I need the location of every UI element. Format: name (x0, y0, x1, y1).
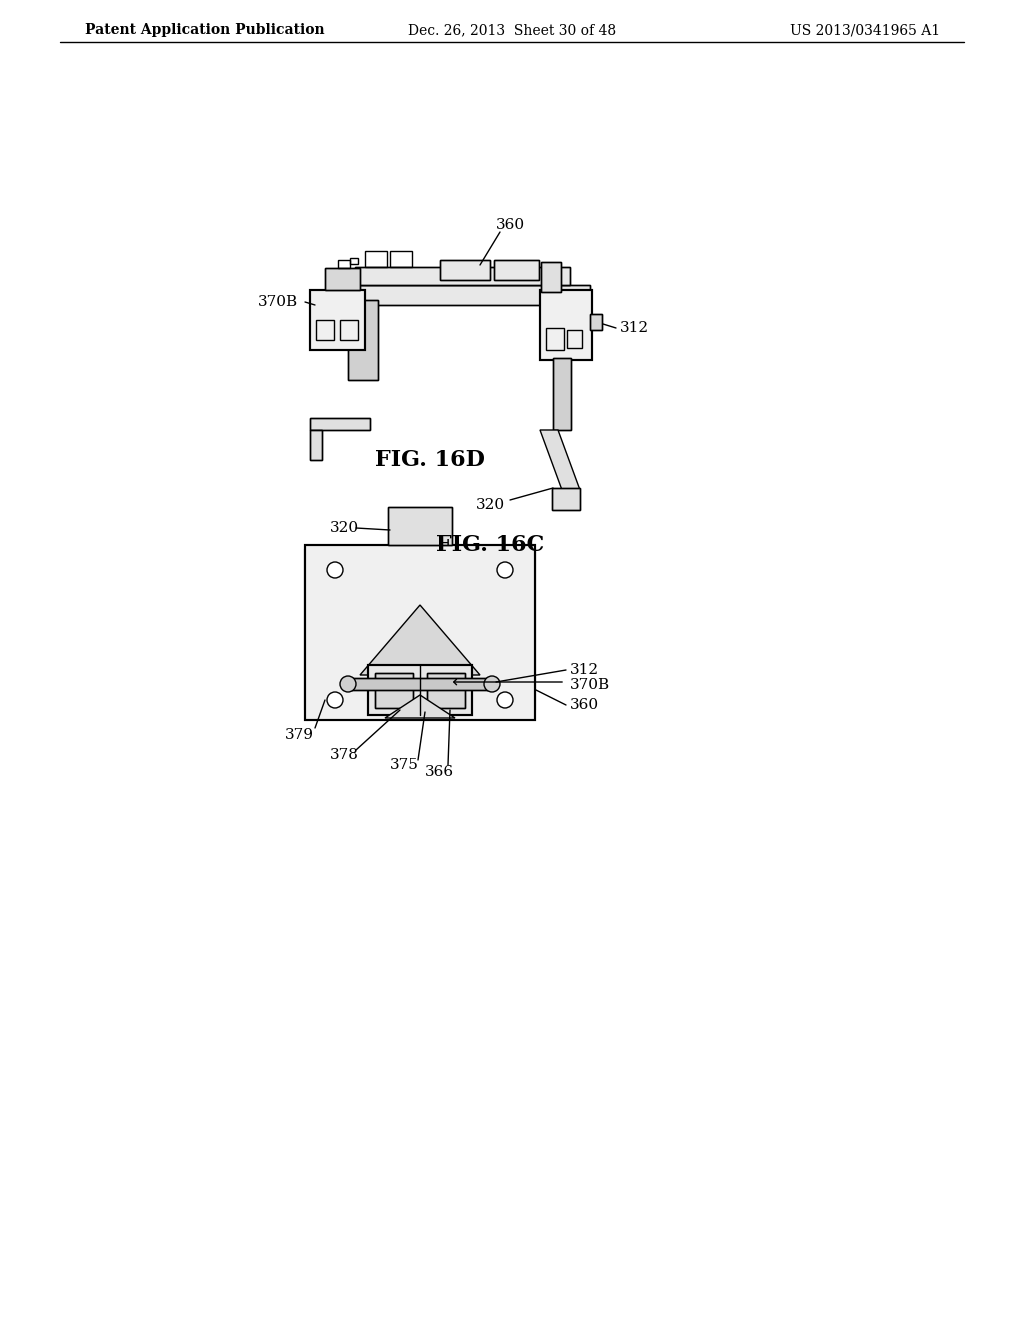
Text: 379: 379 (285, 729, 314, 742)
Text: 360: 360 (570, 698, 599, 711)
Bar (541, 261, 561, 292)
Bar (388, 507, 452, 545)
Bar (348, 300, 378, 380)
Bar (316, 319, 334, 341)
Text: FIG. 16D: FIG. 16D (375, 449, 485, 471)
Bar (310, 430, 322, 459)
Circle shape (327, 562, 343, 578)
Bar (427, 673, 465, 708)
Bar (390, 251, 412, 267)
Bar (330, 285, 590, 305)
Bar (375, 673, 413, 708)
Text: 370B: 370B (258, 294, 298, 309)
Bar (355, 267, 570, 285)
Bar (590, 314, 602, 330)
Polygon shape (385, 696, 455, 718)
Text: US 2013/0341965 A1: US 2013/0341965 A1 (790, 22, 940, 37)
Circle shape (497, 692, 513, 708)
Text: 370B: 370B (570, 678, 610, 692)
Bar (310, 290, 365, 350)
Bar (325, 268, 360, 290)
Bar (305, 545, 535, 719)
Bar (310, 418, 370, 430)
Bar (338, 260, 350, 268)
Bar (590, 314, 602, 330)
Text: 360: 360 (496, 218, 524, 232)
Text: 375: 375 (390, 758, 419, 772)
Text: 320: 320 (475, 498, 505, 512)
Bar (541, 261, 561, 292)
Circle shape (340, 676, 356, 692)
Bar (540, 290, 592, 360)
Bar (340, 319, 358, 341)
Bar (440, 260, 490, 280)
Bar (310, 430, 322, 459)
Polygon shape (360, 605, 480, 675)
Text: 312: 312 (620, 321, 649, 335)
Bar (494, 260, 539, 280)
Bar (310, 418, 370, 430)
Text: FIG. 16C: FIG. 16C (436, 535, 544, 556)
Bar (305, 545, 535, 719)
Bar (552, 488, 580, 510)
Bar (553, 358, 571, 430)
Bar (567, 330, 582, 348)
Bar (494, 260, 539, 280)
Bar (325, 268, 360, 290)
Bar (345, 678, 495, 690)
Polygon shape (305, 550, 535, 710)
Bar (427, 673, 465, 708)
Circle shape (327, 692, 343, 708)
Bar (368, 665, 472, 715)
Bar (310, 290, 365, 350)
Bar (345, 678, 495, 690)
Bar (365, 251, 387, 267)
Bar (350, 257, 358, 264)
Bar (546, 327, 564, 350)
Bar (388, 507, 452, 545)
Bar (440, 260, 490, 280)
Circle shape (497, 562, 513, 578)
Text: 366: 366 (425, 766, 454, 779)
Text: 320: 320 (330, 521, 359, 535)
Polygon shape (540, 430, 580, 490)
Bar (348, 300, 378, 380)
Bar (375, 673, 413, 708)
Bar (355, 267, 570, 285)
Text: 312: 312 (570, 663, 599, 677)
Bar (553, 358, 571, 430)
Bar (330, 285, 590, 305)
Circle shape (484, 676, 500, 692)
Text: 378: 378 (330, 748, 358, 762)
Text: Dec. 26, 2013  Sheet 30 of 48: Dec. 26, 2013 Sheet 30 of 48 (408, 22, 616, 37)
Bar (552, 488, 580, 510)
Text: Patent Application Publication: Patent Application Publication (85, 22, 325, 37)
Bar (540, 290, 592, 360)
Bar (368, 665, 472, 715)
